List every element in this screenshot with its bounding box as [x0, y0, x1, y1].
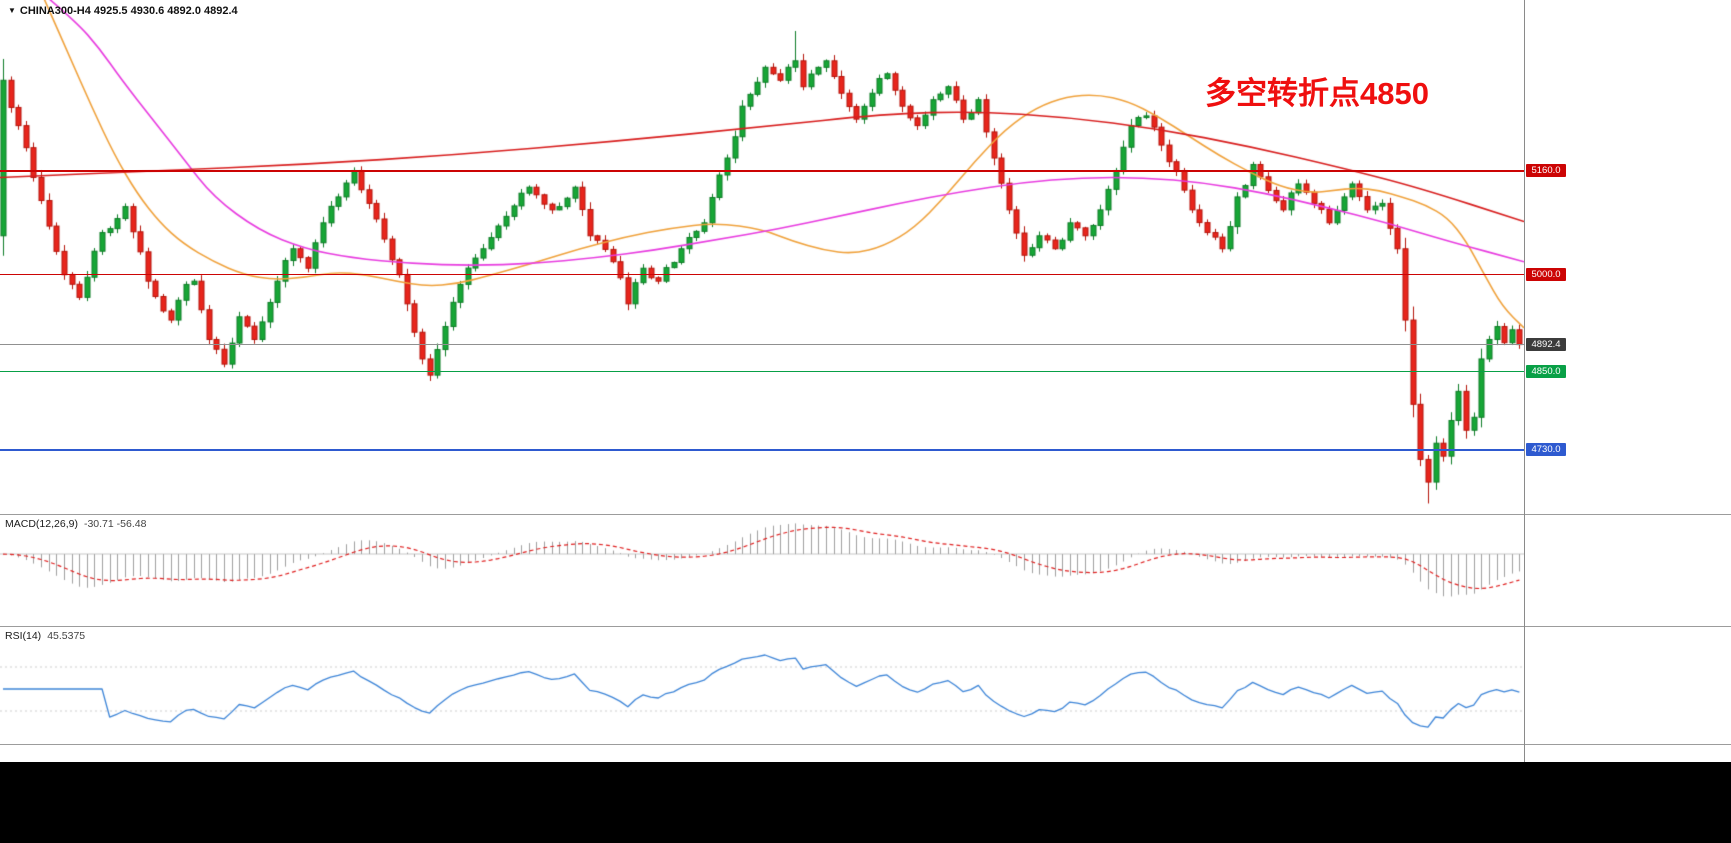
price-chart-canvas[interactable]	[0, 0, 1524, 514]
level-line-5160.0[interactable]	[0, 169, 1524, 172]
rsi-name: RSI(14)	[5, 630, 42, 642]
rsi-value: 45.5375	[47, 630, 86, 642]
rsi-panel-canvas[interactable]	[0, 627, 1524, 744]
macd-panel-canvas[interactable]	[0, 515, 1524, 626]
level-line-5000.0[interactable]	[0, 274, 1524, 276]
time-axis[interactable]: 5 Mar 202111 Mar 05:0017 Mar 05:0023 Mar…	[0, 745, 1731, 762]
turning-point-annotation[interactable]: 多空转折点4850	[1205, 76, 1429, 111]
level-badge-5000.0: 5000.0	[1526, 268, 1566, 282]
level-line-4850.0[interactable]	[0, 371, 1524, 373]
level-badge-4730.0: 4730.0	[1526, 443, 1566, 457]
macd-indicator-label: MACD(12,26,9) -30.71 -56.48	[5, 518, 146, 530]
separator-main-macd[interactable]	[0, 514, 1731, 515]
macd-name: MACD(12,26,9)	[5, 518, 78, 530]
price-axis[interactable]: 5376.05330.05284.05238.05192.05146.05100…	[1524, 0, 1731, 762]
price-axis-divider	[1524, 0, 1525, 762]
separator-rsi-timeaxis	[0, 744, 1731, 745]
separator-macd-rsi[interactable]	[0, 626, 1731, 627]
level-line-4730.0[interactable]	[0, 448, 1524, 451]
current-price-line[interactable]	[0, 343, 1524, 345]
level-badge-4850.0: 4850.0	[1526, 365, 1566, 379]
symbol-ohlc-values: 4925.5 4930.6 4892.0 4892.4	[93, 5, 238, 17]
symbol-marker-icon: ▼	[8, 6, 16, 15]
symbol-title: CHINA300-H4	[19, 5, 91, 17]
macd-values: -30.71 -56.48	[83, 518, 147, 530]
current-price-badge: 4892.4	[1526, 337, 1566, 351]
level-badge-5160.0: 5160.0	[1526, 164, 1566, 178]
chart-symbol-info: ▼ CHINA300-H4 4925.5 4930.6 4892.0 4892.4	[8, 5, 238, 17]
rsi-indicator-label: RSI(14) 45.5375	[5, 630, 85, 642]
bottom-black-bar	[0, 762, 1731, 843]
